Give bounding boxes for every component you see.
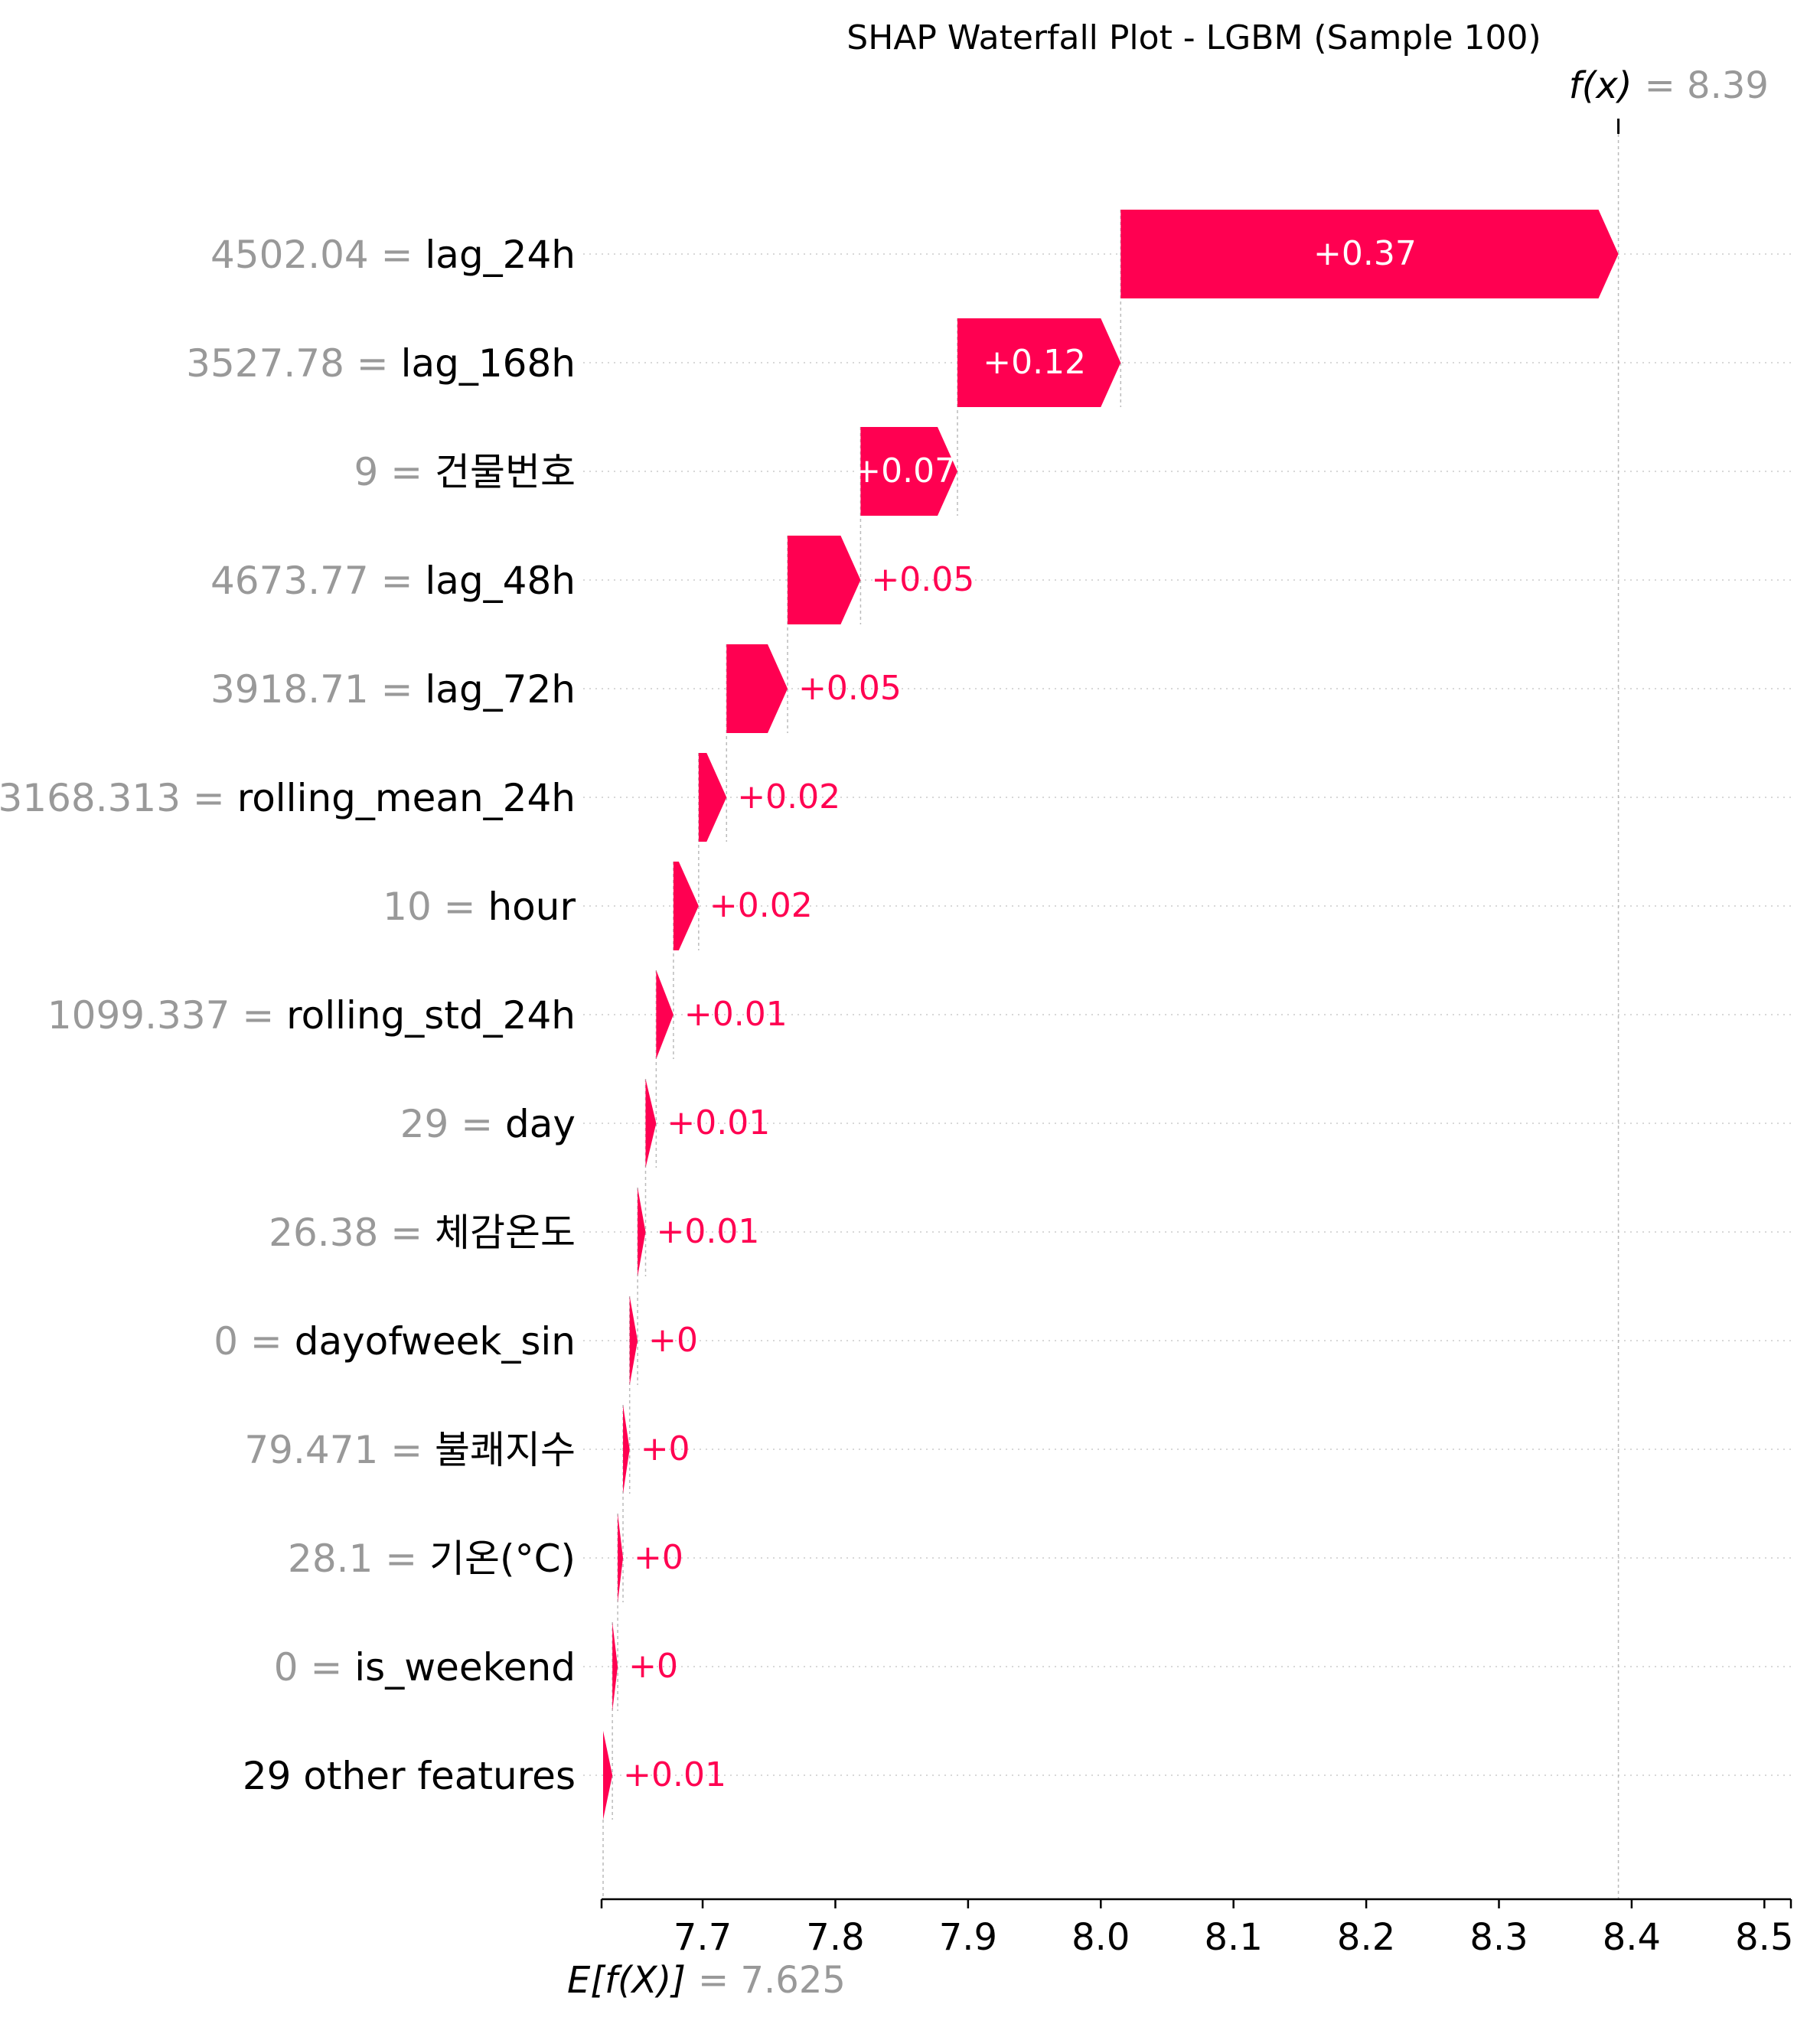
shap-bar (603, 1731, 613, 1820)
x-tick-label: 8.0 (1071, 1916, 1130, 1959)
feature-label: 0 = is_weekend (274, 1645, 576, 1690)
shap-bar (673, 862, 699, 950)
feature-label: 3527.78 = lag_168h (186, 341, 576, 386)
shap-value-label: +0.02 (737, 777, 840, 816)
shap-value-label: +0.12 (983, 343, 1086, 382)
feature-label: 3168.313 = rolling_mean_24h (0, 776, 576, 820)
x-axis: 7.7 7.8 7.9 8.0 8.1 8.2 8.3 8.4 8.5 (600, 1898, 1793, 1959)
shap-value-label: +0.02 (709, 886, 813, 925)
x-tick-label: 8.4 (1603, 1916, 1661, 1959)
shap-value-label: +0.01 (684, 995, 788, 1034)
shap-bar (726, 644, 788, 733)
shap-value-label: +0.37 (1313, 234, 1417, 273)
shap-bar (638, 1188, 646, 1276)
chart-title: SHAP Waterfall Plot - LGBM (Sample 100) (846, 18, 1541, 57)
shap-bar (698, 753, 727, 842)
shap-bar (623, 1405, 630, 1494)
x-tick-label: 7.8 (806, 1916, 864, 1959)
shap-value-label: +0.01 (667, 1103, 770, 1142)
shap-bar (860, 427, 958, 516)
shap-bar (612, 1622, 618, 1711)
shap-bar (618, 1514, 624, 1602)
feature-label: 1099.337 = rolling_std_24h (47, 993, 576, 1038)
feature-label: 3918.71 = lag_72h (210, 667, 576, 712)
shap-bar (957, 318, 1121, 407)
output-value-label: = 8.39 (1645, 64, 1769, 107)
bar-layer (603, 210, 1619, 1820)
feature-label: 28.1 = 기온(°C) (288, 1537, 576, 1581)
label-layer: +0.37 4502.04 = lag_24h +0.12 3527.78 = lag… (0, 233, 1417, 1798)
shap-value-label: +0.05 (871, 560, 974, 599)
feature-label: 26.38 = 체감온도 (269, 1211, 576, 1255)
feature-label: 9 = 건물번호 (354, 450, 576, 494)
shap-value-label: +0 (628, 1647, 678, 1686)
base-value-label: = 7.625 (698, 1959, 846, 2002)
shap-value-label: +0 (634, 1538, 683, 1577)
output-value-key: f(x) (1569, 64, 1632, 107)
shap-value-label: +0.01 (657, 1212, 760, 1251)
x-tick-label: 7.9 (939, 1916, 997, 1959)
summary-layer: f(x) = 8.39 E[f(X)] = 7.625 (567, 64, 1769, 2002)
feature-label: 29 = day (400, 1102, 576, 1146)
shap-bar (645, 1079, 657, 1168)
feature-label: 79.471 = 불쾌지수 (244, 1428, 576, 1472)
feature-label: 29 other features (243, 1754, 576, 1798)
feature-label: 10 = hour (383, 885, 576, 929)
shap-bar (788, 536, 861, 624)
feature-label: 4502.04 = lag_24h (210, 233, 576, 277)
shap-value-label: +0.01 (623, 1755, 726, 1794)
shap-value-label: +0 (641, 1429, 690, 1468)
shap-bar (1120, 210, 1619, 298)
x-tick-label: 8.5 (1735, 1916, 1793, 1959)
shap-bar (656, 970, 674, 1059)
feature-label: 4673.77 = lag_48h (210, 559, 576, 603)
x-tick-label: 8.1 (1205, 1916, 1263, 1959)
base-value-key: E[f(X)] (567, 1959, 686, 2002)
x-tick-label: 7.7 (674, 1916, 732, 1959)
shap-value-label: +0.05 (798, 669, 902, 708)
feature-label: 0 = dayofweek_sin (214, 1319, 576, 1364)
shap-value-label: +0 (648, 1321, 698, 1360)
x-tick-label: 8.3 (1469, 1916, 1528, 1959)
shap-value-label: +0.07 (853, 451, 956, 490)
x-tick-label: 8.2 (1337, 1916, 1395, 1959)
shap-bar (629, 1296, 638, 1385)
